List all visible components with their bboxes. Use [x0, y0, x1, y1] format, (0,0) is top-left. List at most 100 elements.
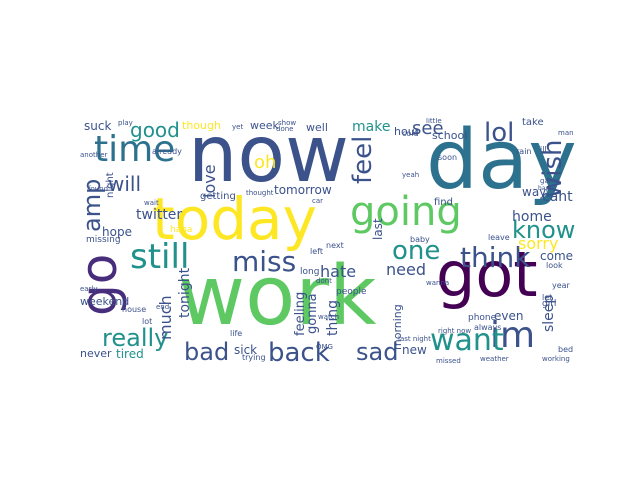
word-way: way — [522, 185, 547, 199]
word-going: going — [350, 189, 462, 235]
word-will: will — [108, 172, 142, 196]
word-yeah: yeah — [402, 171, 420, 179]
word-little: little — [426, 118, 442, 125]
word-done: done — [276, 125, 294, 133]
word-one: one — [392, 236, 441, 266]
word-another: another — [80, 151, 108, 159]
word-year: year — [552, 281, 570, 290]
word-house: house — [122, 305, 147, 314]
word-hope: hope — [102, 225, 132, 239]
word-new: new — [402, 343, 427, 357]
word-show: show — [278, 119, 297, 127]
word-think: think — [460, 241, 531, 274]
word-rain: rain — [516, 147, 532, 156]
word-man: man — [558, 129, 574, 137]
word-next: next — [326, 241, 344, 250]
word-life: life — [230, 329, 243, 338]
word-girl: girl — [542, 299, 557, 309]
word-getting: getting — [200, 191, 236, 202]
word-back: back — [268, 338, 330, 368]
word-find: find — [434, 197, 453, 208]
word-hour: hour — [394, 125, 420, 138]
word-twitter: twitter — [136, 207, 183, 223]
word-play: play — [118, 119, 133, 127]
word-already: already — [152, 147, 182, 156]
word-ill: ill — [540, 145, 547, 154]
word-last: last — [371, 218, 385, 240]
word-still: still — [130, 237, 190, 277]
word-missing: missing — [86, 235, 121, 245]
word-morning: morning — [391, 304, 404, 350]
word-early: early — [80, 285, 98, 293]
word-never: never — [80, 347, 112, 360]
word-feel: feel — [348, 135, 378, 184]
word-baby: baby — [410, 235, 430, 244]
word-phone: phone — [468, 313, 497, 323]
word-weather: weather — [480, 355, 509, 363]
word-want: want — [430, 323, 504, 358]
word-haha: haha — [170, 225, 193, 235]
word-right-now: right now — [438, 327, 472, 335]
word-left: left — [310, 247, 323, 256]
word-happy: happy — [538, 185, 557, 192]
word-oh: oh — [254, 152, 277, 173]
word-sad: sad — [356, 338, 399, 366]
word-bad: bad — [184, 338, 230, 366]
word-missed: missed — [436, 357, 461, 365]
word-bed: bed — [558, 345, 574, 354]
word-day: day — [426, 118, 576, 208]
word-always: always — [474, 323, 502, 332]
word-trying: trying — [242, 353, 266, 362]
word-come: come — [540, 249, 574, 263]
word-though: though — [182, 119, 221, 132]
word-time: time — [94, 129, 176, 170]
word-thought: thought — [246, 189, 274, 197]
word-soon: soon — [438, 153, 458, 162]
word-game: game — [540, 177, 560, 185]
word-dont: dont — [316, 277, 332, 285]
word-sorry: sorry — [518, 234, 559, 253]
word-leave: leave — [488, 233, 510, 242]
word-let: let — [542, 293, 553, 302]
word-long: long — [300, 267, 320, 277]
word-really: really — [102, 324, 169, 352]
word-take: take — [522, 118, 544, 128]
word-tonight: tonight — [177, 267, 193, 318]
word-yet: yet — [232, 123, 244, 131]
word-people: people — [336, 287, 367, 297]
word-well: well — [306, 121, 328, 134]
word-work: work — [178, 249, 377, 344]
word-tired: tired — [116, 347, 144, 361]
word-need: need — [386, 260, 426, 279]
word-make: make — [352, 119, 391, 135]
word-today: today — [152, 185, 317, 253]
word-miss: miss — [232, 245, 297, 278]
word-even: even — [494, 309, 524, 323]
word-good: good — [130, 118, 180, 142]
word-omg: OMG — [316, 343, 333, 351]
word-sick: sick — [234, 343, 258, 357]
word-cold: cold — [402, 129, 419, 138]
word-now: now — [188, 118, 349, 200]
word-lol: lol — [484, 118, 515, 148]
word-suck: suck — [84, 119, 112, 133]
word-hate: hate — [320, 262, 357, 281]
word-working: working — [542, 355, 570, 363]
word-last-night: last night — [398, 335, 431, 343]
word-home: home — [512, 209, 552, 225]
word-car: car — [312, 197, 324, 205]
word-week: week — [250, 119, 279, 132]
word-weekend: weekend — [80, 295, 130, 308]
word-see: see — [412, 118, 444, 139]
word-end: end — [156, 303, 170, 311]
word-school: school — [432, 129, 468, 142]
word-tomorrow: tomorrow — [274, 183, 332, 197]
word-wanna: wanna — [426, 279, 450, 287]
word-cloud: work now day today got go going time sti… — [80, 118, 576, 368]
word-watch: watch — [318, 313, 340, 321]
word-look: look — [546, 261, 563, 270]
word-know: know — [512, 216, 576, 244]
word-cant: cant — [542, 189, 573, 205]
word-im: im — [490, 315, 536, 356]
word-lot: lot — [142, 317, 153, 326]
